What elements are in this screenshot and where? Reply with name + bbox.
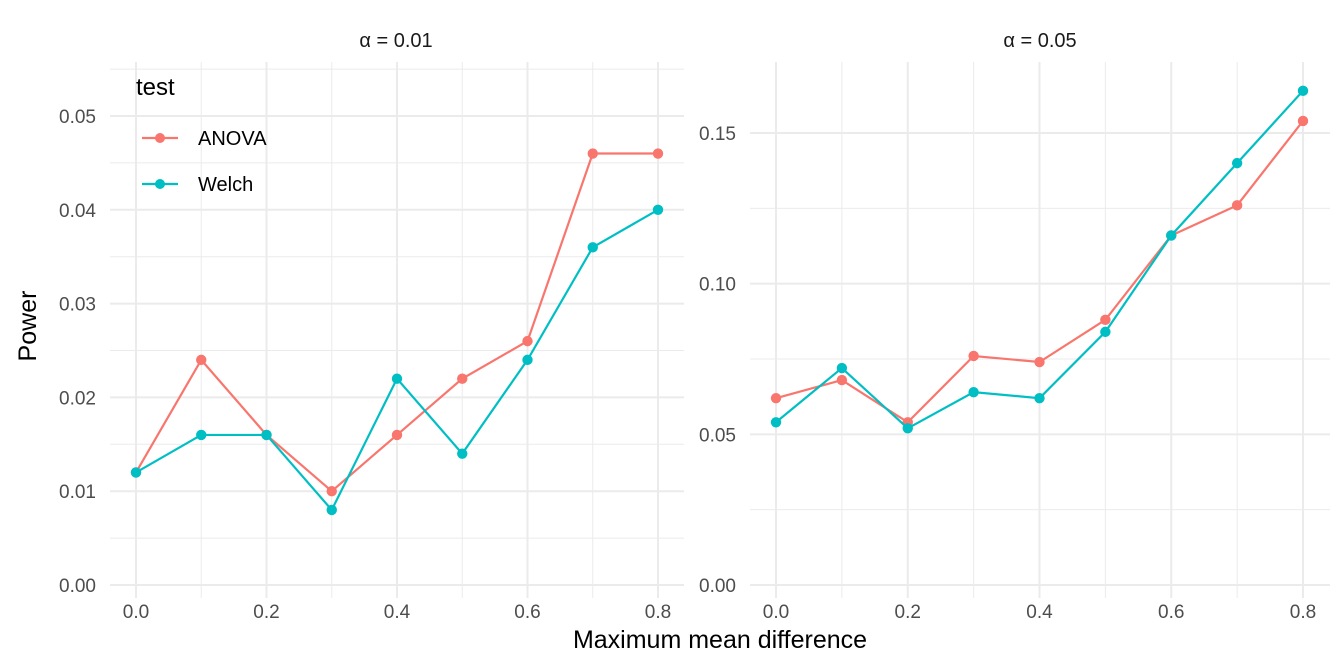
- panel-2: 0.00 0.05 0.10 0.15 0.0 0.2 0.4 0.6 0.8 α = 0.05: [699, 30, 1330, 623]
- data-point-welch: [457, 448, 468, 459]
- data-point-anova: [587, 148, 598, 159]
- legend-title: test: [136, 74, 175, 101]
- panel-1: 0.00 0.01 0.02 0.03 0.04 0.05 0.0 0.2 0.4 0.6 0.8 α…: [59, 30, 684, 623]
- data-point-anova: [770, 392, 782, 404]
- data-point-welch: [196, 429, 207, 441]
- y-tick-label: 0.03: [59, 295, 96, 316]
- data-point-welch: [1297, 85, 1309, 97]
- data-point-welch: [587, 242, 598, 253]
- x-tick-label: 0.6: [1158, 602, 1184, 623]
- x-tick-label: 0.0: [123, 602, 149, 623]
- y-tick-label: 0.04: [59, 201, 96, 222]
- data-point-anova: [391, 429, 403, 441]
- x-tick-label: 0.8: [645, 602, 671, 623]
- data-point-anova: [196, 354, 207, 366]
- data-point-welch: [130, 467, 142, 478]
- legend-key-point: [155, 179, 165, 189]
- panel-title: α = 0.05: [1003, 30, 1076, 52]
- x-tick-label: 0.4: [1026, 602, 1053, 623]
- legend-label: ANOVA: [198, 128, 267, 150]
- y-tick-label: 0.01: [59, 482, 96, 503]
- data-point-welch: [326, 504, 337, 516]
- data-point-anova: [1297, 115, 1309, 127]
- legend-label: Welch: [198, 174, 253, 196]
- data-point-welch: [836, 362, 848, 374]
- y-tick-label: 0.05: [699, 425, 736, 446]
- x-tick-label: 0.0: [763, 602, 789, 623]
- data-point-welch: [1231, 157, 1243, 169]
- panel-title: α = 0.01: [359, 30, 432, 52]
- data-point-anova: [1231, 200, 1243, 211]
- data-point-welch: [1100, 326, 1111, 338]
- data-point-welch: [1034, 392, 1045, 404]
- legend: test ANOVA Welch: [136, 74, 267, 196]
- series-welch: [130, 204, 664, 516]
- y-tick-label: 0.02: [59, 388, 96, 409]
- data-point-welch: [968, 386, 979, 398]
- data-point-welch: [1166, 230, 1177, 241]
- x-tick-label: 0.2: [895, 602, 921, 623]
- data-point-welch: [261, 429, 272, 441]
- data-point-anova: [457, 373, 468, 384]
- y-tick-label: 0.05: [59, 107, 96, 128]
- data-point-welch: [522, 354, 533, 366]
- legend-item-welch: Welch: [142, 174, 253, 196]
- y-tick-label: 0.00: [699, 576, 736, 597]
- data-point-anova: [836, 374, 848, 386]
- y-tick-label: 0.15: [699, 124, 736, 145]
- y-tick-label: 0.10: [699, 275, 736, 296]
- legend-item-anova: ANOVA: [142, 128, 267, 150]
- series-welch: [770, 85, 1309, 434]
- x-tick-label: 0.2: [253, 602, 279, 623]
- x-tick-label: 0.8: [1290, 602, 1316, 623]
- y-axis-title: Power: [14, 291, 42, 362]
- data-point-welch: [391, 373, 403, 384]
- data-point-anova: [652, 148, 664, 159]
- data-point-anova: [522, 335, 533, 347]
- legend-key-point: [155, 133, 165, 143]
- data-point-anova: [1034, 356, 1045, 368]
- data-point-welch: [770, 417, 782, 428]
- data-point-anova: [968, 350, 979, 362]
- data-point-anova: [1100, 314, 1111, 326]
- data-point-anova: [326, 486, 337, 497]
- data-point-welch: [902, 423, 913, 434]
- x-tick-label: 0.4: [384, 602, 411, 623]
- x-axis-title: Maximum mean difference: [573, 626, 867, 654]
- x-tick-label: 0.6: [514, 602, 540, 623]
- y-tick-label: 0.00: [59, 576, 96, 597]
- data-point-welch: [652, 204, 664, 215]
